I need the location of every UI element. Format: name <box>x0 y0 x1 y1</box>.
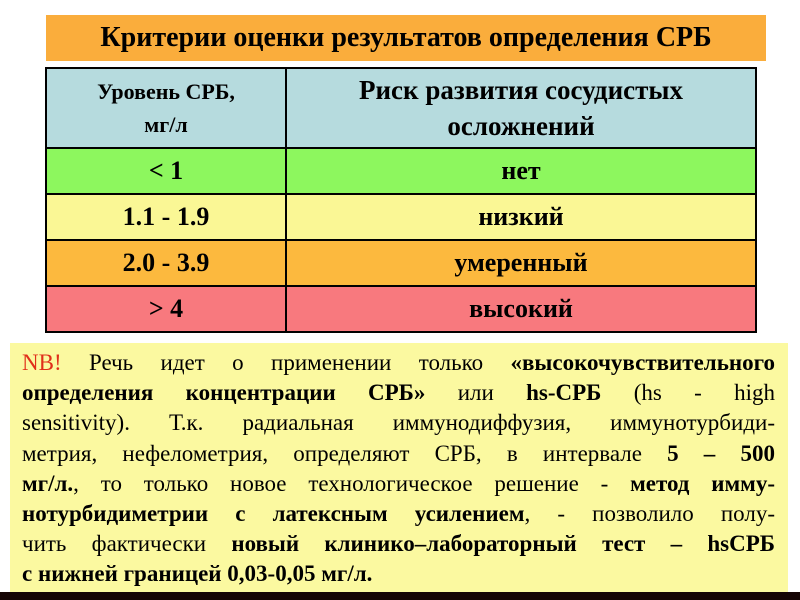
level-cell: 1.1 - 1.9 <box>45 193 287 241</box>
note-text: sensitivity). Т.к. радиальная иммунодифф… <box>22 410 775 436</box>
table-row: < 1 нет <box>45 147 757 195</box>
table-header-risk: Риск развития сосудистых осложнений <box>285 67 757 149</box>
crp-table: Уровень СРБ, мг/л Риск развития сосудист… <box>45 67 757 333</box>
note-bold-text: метод имму- <box>630 470 775 496</box>
note-bold-text: 5 – 500 <box>667 440 775 466</box>
nb-marker: NB! <box>22 350 62 375</box>
note-line: мг/л., то только новое технологическое р… <box>22 469 775 499</box>
note-text: метрия, нефелометрия, определяют СРБ, в … <box>22 440 668 466</box>
note-line: определения концентрации СРБ» или hs-СРБ… <box>22 378 775 408</box>
note-line: нотурбидиметрии с латексным усилением, -… <box>22 499 775 529</box>
note-bold-text: нотурбидиметрии с латексным усилением <box>22 501 525 527</box>
note-bold-text: мг/л. <box>22 470 74 496</box>
table-row: 1.1 - 1.9 низкий <box>45 193 757 241</box>
note-text: (hs - high <box>601 380 775 406</box>
note-bold-text: «высокочувствительного <box>510 350 776 375</box>
bottom-strip <box>0 592 800 600</box>
risk-cell: низкий <box>285 193 757 241</box>
level-cell: > 4 <box>45 285 287 333</box>
note-text: чить фактически <box>22 531 232 557</box>
note-text: , то только новое технологическое решени… <box>73 470 631 496</box>
note-block: NB! Речь идет о применении только «высок… <box>10 343 788 593</box>
note-line: чить фактически новый клинико–лабораторн… <box>22 529 775 559</box>
note-bold-text: новый клинико–лабораторный тест – hsСРБ <box>231 531 775 557</box>
risk-cell: нет <box>285 147 757 195</box>
note-bold-text: определения концентрации СРБ» <box>22 380 426 406</box>
note-line: NB! Речь идет о применении только «высок… <box>22 348 775 378</box>
level-cell: 2.0 - 3.9 <box>45 239 287 287</box>
note-bold-text: hs-СРБ <box>526 380 602 406</box>
slide-title: Критерии оценки результатов определения … <box>46 15 766 61</box>
table-row: 2.0 - 3.9 умеренный <box>45 239 757 287</box>
note-line: с нижней границей 0,03-0,05 мг/л. <box>22 559 775 589</box>
risk-cell: высокий <box>285 285 757 333</box>
level-cell: < 1 <box>45 147 287 195</box>
risk-cell: умеренный <box>285 239 757 287</box>
table-header-level: Уровень СРБ, мг/л <box>45 67 287 149</box>
note-line: метрия, нефелометрия, определяют СРБ, в … <box>22 439 775 469</box>
note-line: sensitivity). Т.к. радиальная иммунодифф… <box>22 408 775 438</box>
table-row: > 4 высокий <box>45 285 757 333</box>
note-text: Речь идет о применении только <box>61 350 511 375</box>
note-bold-text: с нижней границей 0,03-0,05 мг/л. <box>22 561 373 587</box>
note-text: , - позволило полу- <box>524 501 776 527</box>
note-text: или <box>425 380 527 406</box>
table-header-row: Уровень СРБ, мг/л Риск развития сосудист… <box>45 67 757 149</box>
